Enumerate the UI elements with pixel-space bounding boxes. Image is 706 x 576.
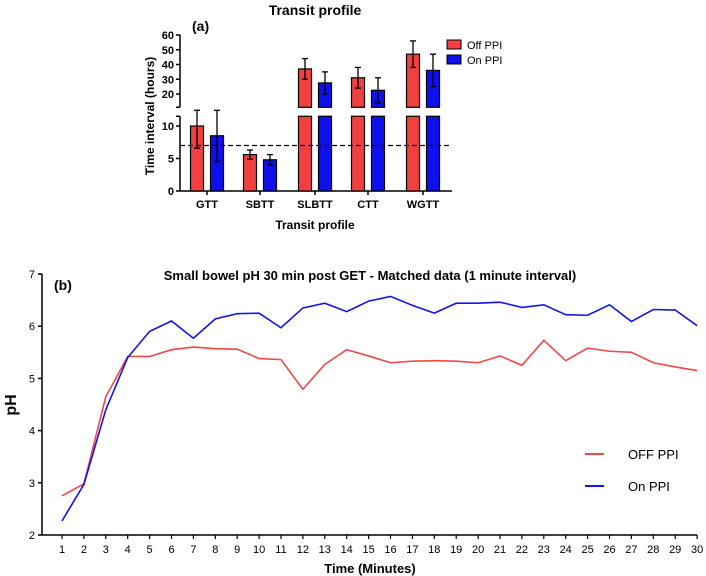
x-tick-label: 7	[190, 544, 196, 556]
x-tick-label: 21	[494, 544, 506, 556]
x-tick-label: 14	[341, 544, 353, 556]
x-tick-label: 1	[59, 544, 65, 556]
series-line-off-ppi	[61, 339, 698, 497]
x-tick-label: 2	[81, 544, 87, 556]
x-tick-label: 22	[516, 544, 528, 556]
panel-a-label: (a)	[192, 18, 209, 34]
y-tick-label: 0	[168, 186, 174, 198]
legend-label: On PPI	[628, 479, 670, 494]
bar-off-ppi	[297, 115, 313, 192]
x-tick-label: 26	[603, 544, 615, 556]
x-tick-label: SBTT	[246, 199, 275, 211]
panel-b-line-chart: Small bowel pH 30 min post GET - Matched…	[3, 268, 703, 576]
x-tick-label: 19	[450, 544, 462, 556]
x-tick-label: 12	[297, 544, 309, 556]
bar-on-ppi	[425, 115, 441, 192]
legend-label: On PPI	[467, 55, 502, 67]
x-tick-label: 3	[103, 544, 109, 556]
x-tick-label: 27	[625, 544, 637, 556]
y-tick-label: 2	[29, 530, 35, 542]
y-tick-label: 20	[162, 89, 174, 101]
y-tick-label: 10	[162, 121, 174, 133]
x-tick-label: 30	[691, 544, 703, 556]
y-tick-label: 50	[162, 45, 174, 57]
panel-a-xlabel: Transit profile	[275, 218, 355, 232]
y-tick-label: 60	[162, 30, 174, 42]
y-tick-label: 40	[162, 60, 174, 72]
panel-a-bar-chart: Transit profile (a) Transit profile Time…	[143, 2, 502, 232]
x-tick-label: 4	[125, 544, 131, 556]
bar-off-ppi	[405, 115, 421, 192]
series-line-on-ppi	[61, 295, 698, 522]
panel-b-xlabel: Time (Minutes)	[324, 561, 416, 576]
y-tick-label: 5	[29, 373, 35, 385]
x-tick-label: 10	[253, 544, 265, 556]
panel-b-label: (b)	[54, 277, 72, 293]
bar-on-ppi	[370, 115, 386, 192]
legend-swatch	[446, 54, 462, 65]
x-tick-label: 18	[428, 544, 440, 556]
y-tick-label: 6	[29, 321, 35, 333]
x-tick-label: WGTT	[407, 199, 440, 211]
x-tick-label: SLBTT	[297, 199, 333, 211]
y-tick-label: 5	[168, 154, 174, 166]
legend-label: Off PPI	[467, 40, 502, 52]
x-tick-label: 9	[234, 544, 240, 556]
x-tick-label: 24	[560, 544, 572, 556]
y-tick-label: 7	[29, 269, 35, 281]
x-tick-label: 16	[384, 544, 396, 556]
x-tick-label: 8	[212, 544, 218, 556]
x-tick-label: 28	[647, 544, 659, 556]
panel-a-title: Transit profile	[269, 2, 362, 18]
y-tick-label: 4	[29, 426, 35, 438]
x-tick-label: 15	[362, 544, 374, 556]
x-tick-label: CTT	[357, 199, 379, 211]
x-tick-label: 25	[581, 544, 593, 556]
x-tick-label: 13	[319, 544, 331, 556]
legend-swatch	[446, 39, 462, 50]
panel-a-ylabel: Time interval (hours)	[143, 57, 157, 175]
bar-on-ppi	[317, 115, 333, 192]
x-tick-label: GTT	[196, 199, 218, 211]
x-tick-label: 29	[669, 544, 681, 556]
bar-off-ppi	[350, 115, 366, 192]
x-tick-label: 17	[406, 544, 418, 556]
x-tick-label: 6	[168, 544, 174, 556]
x-tick-label: 11	[275, 544, 286, 556]
panel-b-ylabel: pH	[3, 394, 20, 415]
x-tick-label: 23	[538, 544, 550, 556]
x-tick-label: 5	[147, 544, 153, 556]
legend-label: OFF PPI	[628, 447, 679, 462]
x-tick-label: 20	[472, 544, 484, 556]
y-tick-label: 3	[29, 478, 35, 490]
bar-off-ppi	[242, 154, 258, 192]
panel-b-title: Small bowel pH 30 min post GET - Matched…	[164, 268, 576, 283]
y-tick-label: 30	[162, 74, 174, 86]
